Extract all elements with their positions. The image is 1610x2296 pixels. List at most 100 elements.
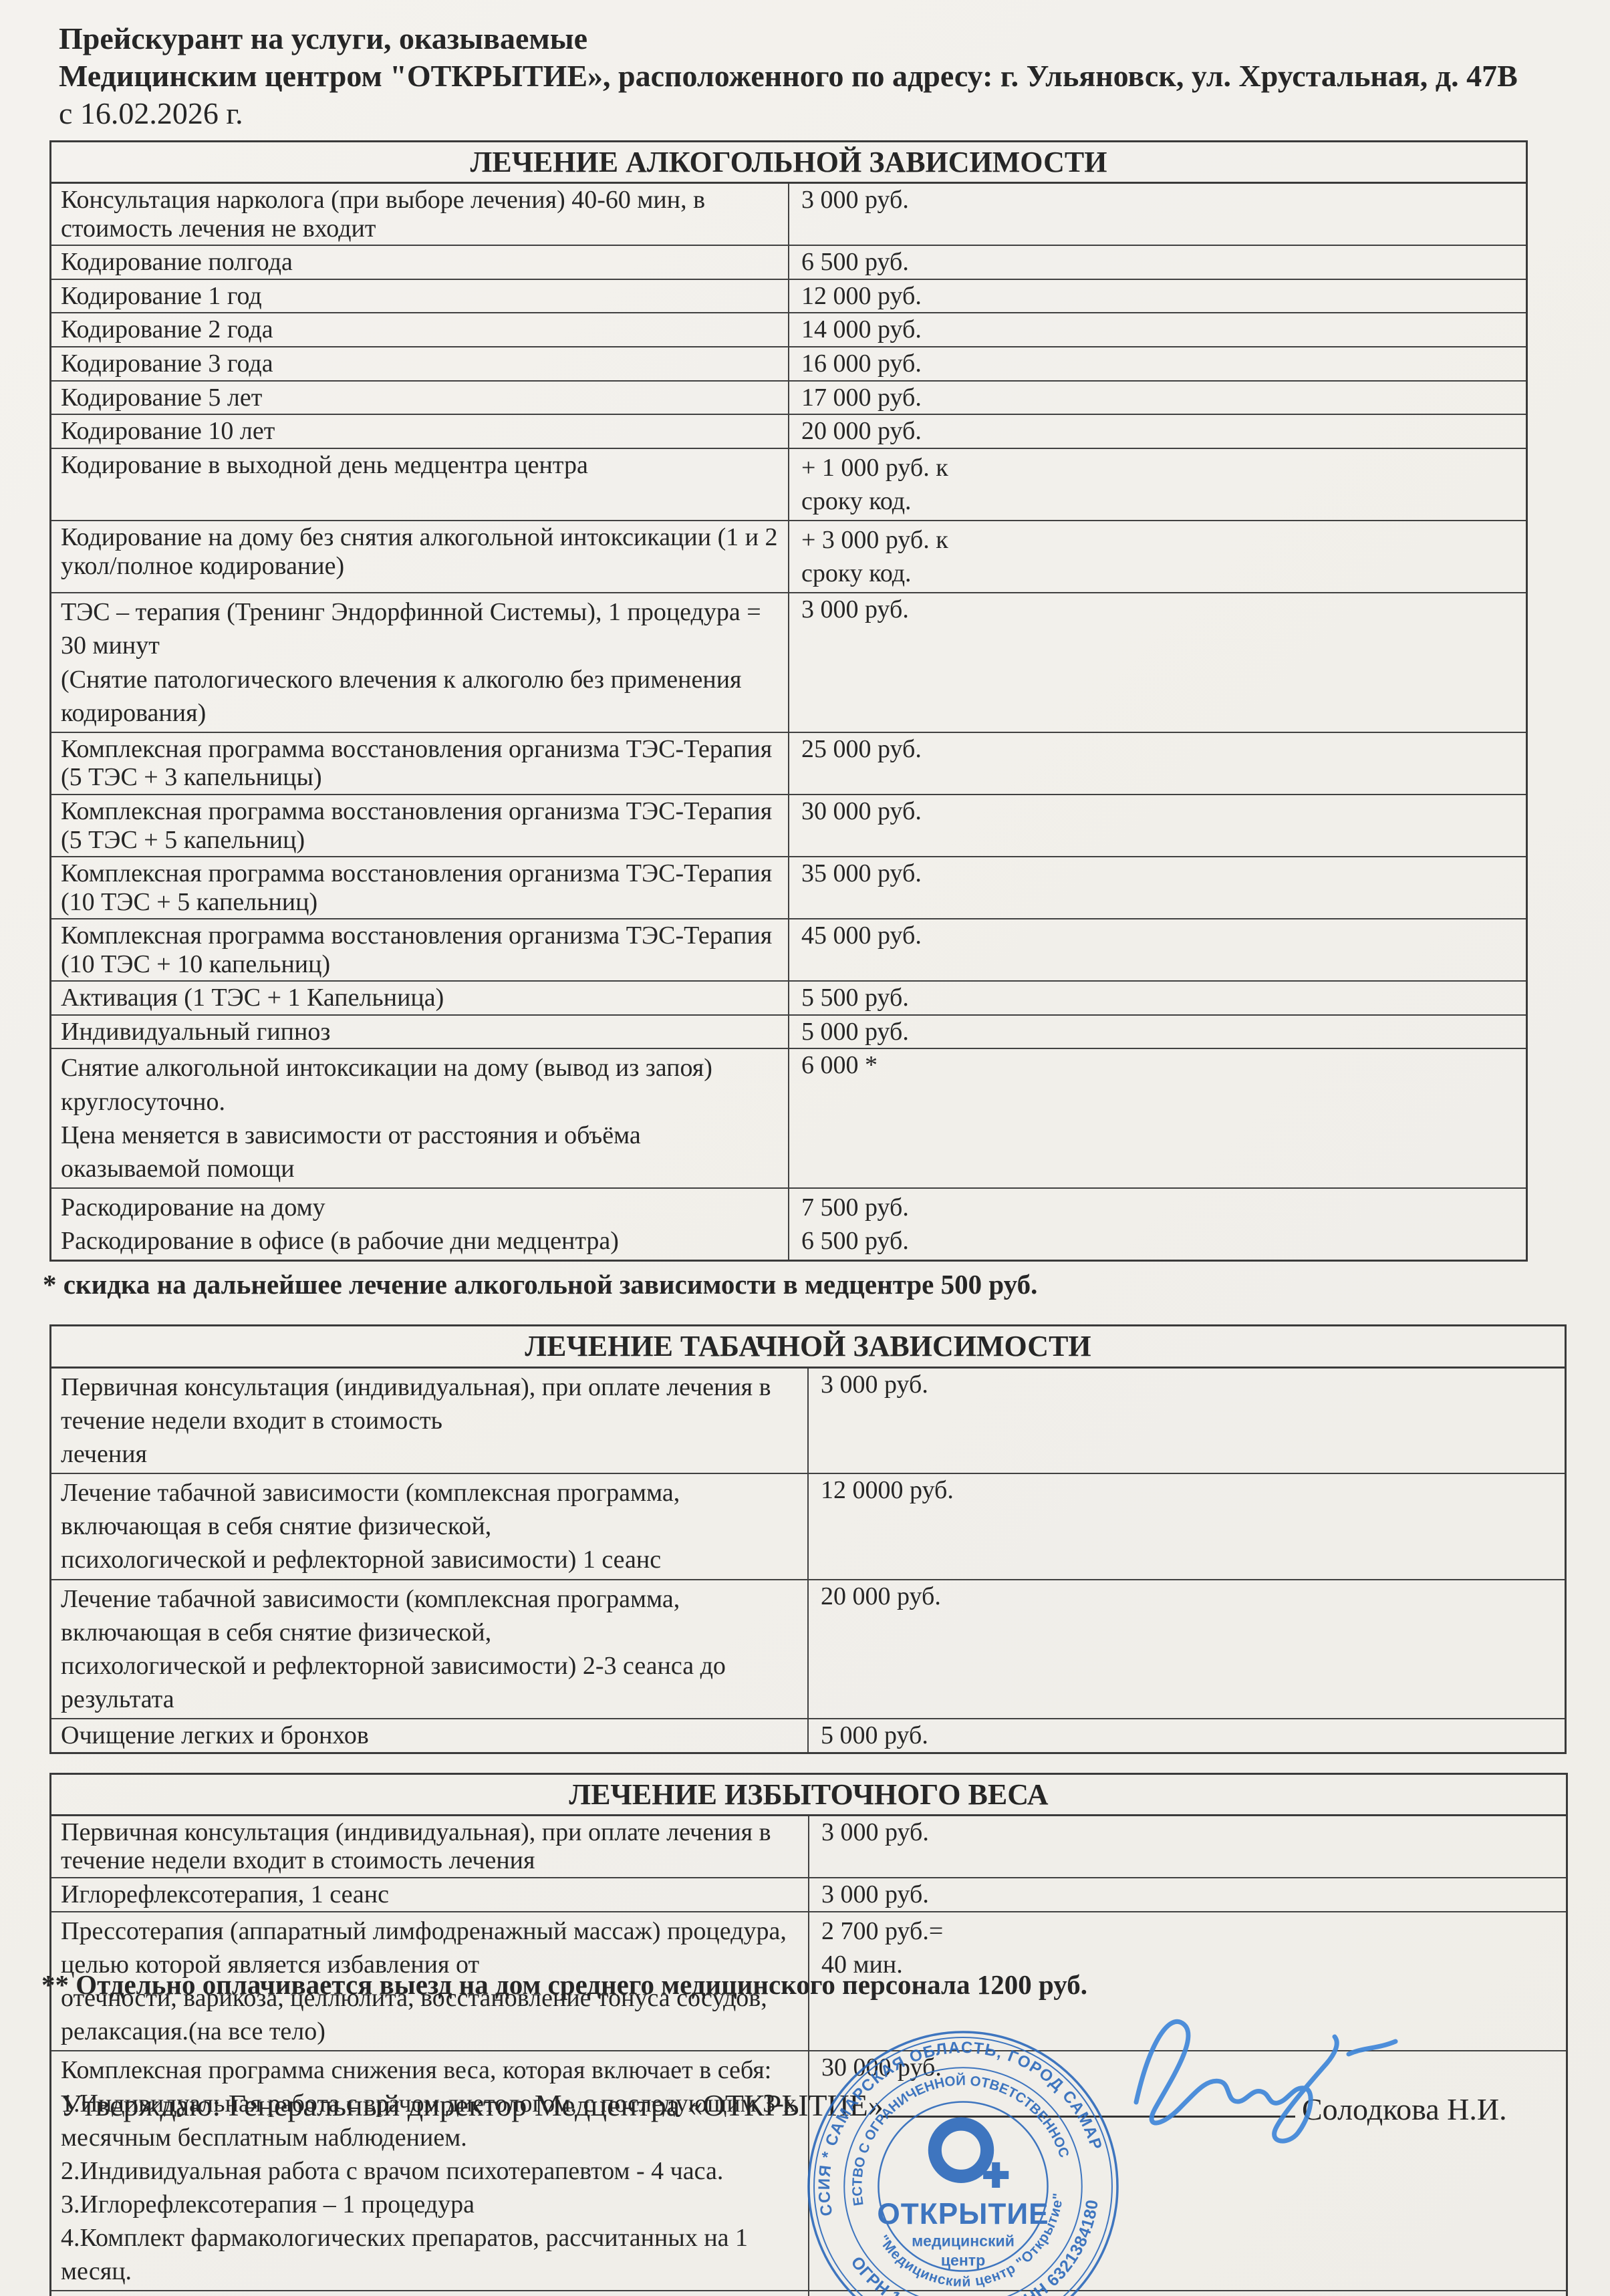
- table-title-row: ЛЕЧЕНИЕ АЛКОГОЛЬНОЙ ЗАВИСИМОСТИ: [49, 140, 1528, 184]
- service-cell: Комплексная программа снижения веса ПЛЮС…: [49, 2290, 809, 2296]
- stamp-outer-ring: [807, 2031, 1119, 2296]
- document-header: Прейскурант на услуги, оказываемые Медиц…: [0, 0, 1610, 132]
- table-row: Комплексная программа восстановления орг…: [49, 731, 1528, 795]
- signature-ink: [1133, 2019, 1398, 2144]
- stamp-center-name: ОТКРЫТИЕ: [877, 2198, 1049, 2231]
- service-cell: Комплексная программа восстановления орг…: [49, 731, 789, 795]
- table-row: ТЭС – терапия (Тренинг Эндорфинной Систе…: [49, 592, 1528, 733]
- price-cell: 3 000 руб.: [807, 1367, 1567, 1475]
- table-row: Комплексная программа восстановления орг…: [49, 793, 1528, 858]
- service-cell: Кодирование в выходной день медцентра це…: [49, 447, 789, 521]
- price-cell: 3 000 руб.: [788, 182, 1528, 247]
- table-row: Комплексная программа восстановления орг…: [49, 918, 1528, 982]
- service-cell: Кодирование 2 года: [49, 312, 789, 347]
- table-row: Кодирование 2 года 14 000 руб.: [49, 312, 1528, 347]
- price-cell: 17 000 руб.: [788, 380, 1528, 416]
- service-cell: Кодирование 1 год: [49, 278, 789, 314]
- service-cell: Консультация нарколога (при выборе лечен…: [49, 182, 789, 247]
- price-cell: 20 000 руб.: [807, 1578, 1567, 1720]
- price-cell: 12 0000 руб.: [807, 1473, 1567, 1580]
- table-row: Иглорефлексотерапия, 1 сеанс 3 000 руб.: [49, 1877, 1568, 1912]
- price-cell: 37 500 руб.: [808, 2290, 1568, 2296]
- table-row: Снятие алкогольной интоксикации на дому …: [49, 1048, 1528, 1189]
- stamp-outer-ring-inner: [813, 2037, 1113, 2296]
- company-stamp: РОССИЯ * САМАРСКАЯ ОБЛАСТЬ, ГОРОД САМАРА…: [805, 2029, 1121, 2296]
- service-cell: Первичная консультация (индивидуальная),…: [49, 1367, 809, 1475]
- table-title-row: ЛЕЧЕНИЕ ТАБАЧНОЙ ЗАВИСИМОСТИ: [49, 1324, 1567, 1369]
- stamp-center-line3: центр: [941, 2252, 985, 2269]
- price-cell: 6 000 *: [788, 1048, 1528, 1189]
- table-note: ** Отдельно оплачивается выезд на дом ср…: [41, 1969, 1087, 2000]
- table-row: Консультация нарколога (при выборе лечен…: [49, 182, 1528, 247]
- price-cell: 3 000 руб.: [808, 1877, 1568, 1912]
- service-cell: Прессотерапия (аппаратный лимфодренажный…: [49, 1910, 809, 2052]
- header-line-3: с 16.02.2026 г.: [59, 96, 243, 130]
- price-cell: 16 000 руб.: [788, 346, 1528, 382]
- price-table-alcohol: ЛЕЧЕНИЕ АЛКОГОЛЬНОЙ ЗАВИСИМОСТИ Консульта…: [49, 140, 1528, 1262]
- service-cell: Активация (1 ТЭС + 1 Капельница): [49, 980, 789, 1016]
- price-table-weight: ЛЕЧЕНИЕ ИЗБЫТОЧНОГО ВЕСА Первичная консул…: [49, 1772, 1568, 2296]
- price-cell: 25 000 руб.: [788, 731, 1528, 795]
- table-row: Комплексная программа снижения веса, кот…: [49, 2050, 1568, 2292]
- table-row: Кодирование 3 года 16 000 руб.: [49, 346, 1528, 382]
- approval-text: Утверждаю: Генеральный директор Медцентр…: [60, 2088, 884, 2122]
- table-row: Раскодирование на дому Раскодирование в …: [49, 1187, 1528, 1262]
- service-cell: ТЭС – терапия (Тренинг Эндорфинной Систе…: [49, 592, 789, 733]
- service-cell: Кодирование полгода: [49, 245, 789, 280]
- price-cell: 20 000 руб.: [788, 414, 1528, 449]
- table-title-row: ЛЕЧЕНИЕ ИЗБЫТОЧНОГО ВЕСА: [49, 1773, 1568, 1816]
- price-cell: 45 000 руб.: [788, 918, 1528, 982]
- price-cell: + 1 000 руб. к сроку код.: [788, 447, 1528, 521]
- service-cell: Первичная консультация (индивидуальная),…: [49, 1814, 809, 1879]
- table-row: Первичная консультация (индивидуальная),…: [49, 1814, 1568, 1879]
- table-row: Индивидуальный гипноз 5 000 руб.: [49, 1014, 1528, 1050]
- price-cell: 30 000 руб.: [788, 793, 1528, 858]
- approver-name: Солодкова Н.И.: [1302, 2092, 1507, 2126]
- header-line-1: Прейскурант на услуги, оказываемые: [59, 21, 588, 55]
- table-title: ЛЕЧЕНИЕ ИЗБЫТОЧНОГО ВЕСА: [49, 1773, 1568, 1816]
- price-cell: 14 000 руб.: [788, 312, 1528, 347]
- price-cell: 5 000 руб.: [807, 1718, 1567, 1754]
- table-row: Кодирование 1 год 12 000 руб.: [49, 278, 1528, 314]
- service-cell: Комплексная программа восстановления орг…: [49, 793, 789, 858]
- price-cell: 6 500 руб.: [788, 245, 1528, 280]
- table-row: Кодирование 5 лет 17 000 руб.: [49, 380, 1528, 416]
- table-row: Очищение легких и бронхов 5 000 руб.: [49, 1718, 1567, 1754]
- service-cell: Комплексная программа восстановления орг…: [49, 918, 789, 982]
- service-cell: Очищение легких и бронхов: [49, 1718, 809, 1754]
- price-table-tobacco: ЛЕЧЕНИЕ ТАБАЧНОЙ ЗАВИСИМОСТИ Первичная ко…: [49, 1324, 1567, 1754]
- price-cell: + 3 000 руб. к сроку код.: [788, 519, 1528, 594]
- stamp-inner-ring: [878, 2101, 1049, 2272]
- price-cell: 35 000 руб.: [788, 856, 1528, 920]
- stamp-middle-ring: [843, 2067, 1083, 2296]
- service-cell: Кодирование на дому без снятия алкогольн…: [49, 519, 789, 594]
- table-row: Кодирование в выходной день медцентра це…: [49, 447, 1528, 521]
- table-title: ЛЕЧЕНИЕ АЛКОГОЛЬНОЙ ЗАВИСИМОСТИ: [49, 140, 1528, 184]
- table-title: ЛЕЧЕНИЕ ТАБАЧНОЙ ЗАВИСИМОСТИ: [49, 1324, 1567, 1369]
- service-cell: Кодирование 5 лет: [49, 380, 789, 416]
- price-cell: 2 700 руб.= 40 мин.: [808, 1910, 1568, 2052]
- table-row: Активация (1 ТЭС + 1 Капельница) 5 500 ру…: [49, 980, 1528, 1016]
- table-row: Лечение табачной зависимости (комплексна…: [49, 1473, 1567, 1580]
- service-cell: Комплексная программа снижения веса, кот…: [49, 2050, 809, 2292]
- table-row: Комплексная программа снижения веса ПЛЮС…: [49, 2290, 1568, 2296]
- price-cell: 3 000 руб.: [788, 592, 1528, 733]
- service-cell: Комплексная программа восстановления орг…: [49, 856, 789, 920]
- service-cell: Индивидуальный гипноз: [49, 1014, 789, 1050]
- table-row: Лечение табачной зависимости (комплексна…: [49, 1578, 1567, 1720]
- signature-line: [881, 2116, 1295, 2118]
- table-row: Кодирование 10 лет 20 000 руб.: [49, 414, 1528, 449]
- table-row: Кодирование полгода 6 500 руб.: [49, 245, 1528, 280]
- table-row: Первичная консультация (индивидуальная),…: [49, 1367, 1567, 1475]
- table-row: Комплексная программа восстановления орг…: [49, 856, 1528, 920]
- service-cell: Лечение табачной зависимости (комплексна…: [49, 1473, 809, 1580]
- price-cell: 5 500 руб.: [788, 980, 1528, 1016]
- service-cell: Раскодирование на дому Раскодирование в …: [49, 1187, 789, 1262]
- service-cell: Снятие алкогольной интоксикации на дому …: [49, 1048, 789, 1189]
- table-row: Кодирование на дому без снятия алкогольн…: [49, 519, 1528, 594]
- stamp-logo-icon: [928, 2117, 1009, 2188]
- table-row: Прессотерапия (аппаратный лимфодренажный…: [49, 1910, 1568, 2052]
- service-cell: Иглорефлексотерапия, 1 сеанс: [49, 1877, 809, 1912]
- price-cell: 5 000 руб.: [788, 1014, 1528, 1050]
- price-cell: 12 000 руб.: [788, 278, 1528, 314]
